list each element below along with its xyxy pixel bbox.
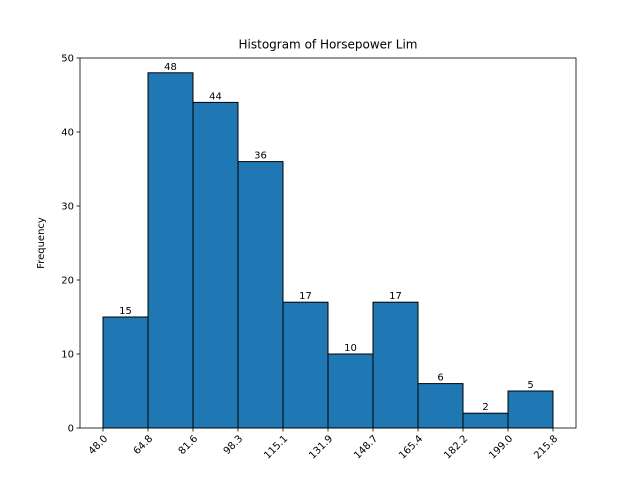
histogram-bar (192, 101, 239, 429)
bar-value-label: 44 (209, 91, 222, 102)
histogram-bar (237, 161, 284, 429)
histogram-bar (417, 383, 464, 429)
bar-value-label: 5 (527, 380, 533, 391)
bar-value-label: 2 (482, 402, 488, 413)
histogram-bar (327, 353, 374, 429)
y-axis-label: Frequency (36, 217, 47, 269)
bar-value-label: 6 (437, 373, 443, 384)
bar-value-label: 48 (164, 62, 177, 73)
y-tick-label: 0 (68, 424, 74, 435)
y-tick-label: 30 (61, 202, 74, 213)
histogram-bar (372, 301, 419, 429)
bars-group (102, 72, 554, 429)
bar-labels-group: 15 48 44 36 17 10 17 6 2 5 (119, 62, 534, 413)
chart-title: Histogram of Horsepower Lim (239, 38, 418, 52)
histogram-bar (147, 72, 194, 429)
bar-value-label: 17 (299, 291, 312, 302)
histogram-bar (462, 412, 509, 429)
histogram-bar (102, 316, 149, 429)
y-axis: 0 10 20 30 40 50 (61, 54, 80, 435)
histogram-bar (507, 390, 554, 429)
y-tick-label: 20 (61, 276, 74, 287)
histogram-bar (282, 301, 329, 429)
bar-value-label: 10 (344, 343, 357, 354)
y-tick-label: 10 (61, 350, 74, 361)
y-tick-label: 40 (61, 128, 74, 139)
bar-value-label: 36 (254, 151, 267, 162)
y-tick-label: 50 (61, 54, 74, 65)
bar-value-label: 17 (389, 291, 402, 302)
bar-value-label: 15 (119, 306, 132, 317)
